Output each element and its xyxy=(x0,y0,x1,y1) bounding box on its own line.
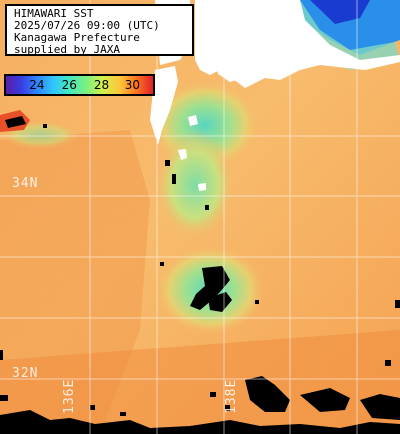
latitude-label-32n: 32N xyxy=(12,366,39,381)
title-product: HIMAWARI SST xyxy=(14,7,94,20)
cloud-mask xyxy=(0,110,400,434)
title-supplier: supplied by JAXA xyxy=(14,43,120,56)
title-region: Kanagawa Prefecture xyxy=(14,31,140,44)
longitude-label-138e: 138E xyxy=(224,378,239,414)
longitude-label-136e: 136E xyxy=(62,378,77,414)
title-box: HIMAWARI SST 2025/07/26 09:00 (UTC) Kana… xyxy=(5,4,194,56)
warm-southern-region xyxy=(0,330,400,434)
cold-coastal-water xyxy=(290,0,400,55)
color-scale-bar: 24 26 28 30 xyxy=(4,74,155,96)
very-cold-water xyxy=(310,0,370,24)
cool-rim xyxy=(285,0,400,70)
island-1 xyxy=(188,115,198,126)
scale-tick-30: 30 xyxy=(124,78,141,92)
scale-tick-28: 28 xyxy=(93,78,110,92)
latitude-label-34n: 34N xyxy=(12,176,39,191)
cool-channel-pool xyxy=(155,130,235,240)
scale-tick-24: 24 xyxy=(29,78,45,92)
island-3 xyxy=(198,183,206,191)
title-timestamp: 2025/07/26 09:00 (UTC) xyxy=(14,19,160,32)
scale-tick-26: 26 xyxy=(61,78,77,92)
island-2 xyxy=(178,149,187,160)
